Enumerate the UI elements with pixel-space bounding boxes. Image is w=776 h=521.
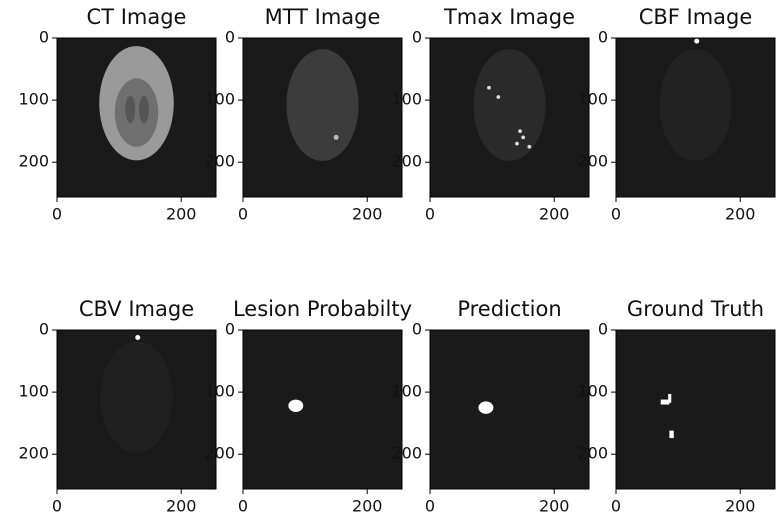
x-tick-label: 200 [352, 205, 383, 224]
y-tick-label: 200 [391, 152, 422, 171]
y-tick-label: 0 [39, 320, 49, 339]
spot [135, 335, 140, 340]
y-tick-label: 200 [204, 152, 235, 171]
x-tick-label: 200 [539, 205, 570, 224]
y-tick-label: 200 [18, 152, 49, 171]
y-tick-label: 0 [598, 320, 608, 339]
y-tick-label: 100 [204, 90, 235, 109]
y-tick-label: 100 [577, 90, 608, 109]
panel-title: Tmax Image [443, 5, 575, 29]
panel: MTT Image 0 100 200 0 200 [204, 5, 402, 224]
image-content [288, 400, 303, 412]
panel-title: CBF Image [639, 5, 753, 29]
panel: Ground Truth 0 100 200 0 200 [577, 297, 775, 516]
y-tick-label: 200 [577, 152, 608, 171]
y-tick-label: 0 [225, 28, 235, 47]
panel-title: CBV Image [79, 297, 194, 321]
panel-title: CT Image [87, 5, 187, 29]
ventricle [125, 96, 135, 123]
image [430, 330, 589, 489]
lesion [478, 401, 493, 413]
image-content [286, 49, 358, 161]
x-tick-label: 0 [238, 497, 248, 516]
y-tick-label: 200 [204, 444, 235, 463]
ventricle [139, 96, 149, 123]
panel-title: Ground Truth [627, 297, 764, 321]
panel-title: Lesion Probabilty [233, 297, 412, 321]
y-tick-label: 100 [577, 382, 608, 401]
panel: CBV Image 0 100 200 0 200 [18, 297, 216, 516]
x-tick-label: 0 [52, 497, 62, 516]
y-tick-label: 100 [18, 382, 49, 401]
x-tick-label: 0 [52, 205, 62, 224]
x-tick-label: 200 [166, 205, 197, 224]
y-tick-label: 100 [18, 90, 49, 109]
image [243, 330, 402, 489]
panel-title: MTT Image [265, 5, 381, 29]
y-tick-label: 0 [225, 320, 235, 339]
y-tick-label: 0 [412, 320, 422, 339]
image-content [99, 46, 174, 160]
spot [518, 129, 522, 133]
y-tick-label: 0 [412, 28, 422, 47]
y-tick-label: 0 [39, 28, 49, 47]
image [616, 330, 775, 489]
lesion [668, 394, 671, 403]
brain-inner [115, 78, 158, 146]
y-tick-label: 0 [598, 28, 608, 47]
brain [100, 341, 172, 453]
x-tick-label: 200 [539, 497, 570, 516]
y-tick-label: 100 [204, 382, 235, 401]
x-tick-label: 200 [725, 205, 756, 224]
y-tick-label: 100 [391, 382, 422, 401]
x-tick-label: 0 [425, 497, 435, 516]
spot [694, 39, 699, 44]
panel-title: Prediction [457, 297, 561, 321]
panel: CBF Image 0 100 200 0 200 [577, 5, 775, 224]
x-tick-label: 0 [425, 205, 435, 224]
spot [521, 136, 525, 140]
spot [487, 86, 491, 90]
lesion [661, 400, 670, 405]
brain [659, 49, 731, 161]
y-tick-label: 200 [18, 444, 49, 463]
y-tick-label: 200 [391, 444, 422, 463]
image-content [478, 401, 493, 413]
x-tick-label: 0 [238, 205, 248, 224]
x-tick-label: 0 [611, 205, 621, 224]
spot [515, 142, 519, 146]
image-content [473, 49, 545, 161]
brain [473, 49, 545, 161]
lesion [669, 431, 673, 438]
y-tick-label: 100 [391, 90, 422, 109]
spot [334, 135, 339, 140]
panel: CT Image 0 100 200 0 200 [18, 5, 216, 224]
x-tick-label: 200 [352, 497, 383, 516]
spot [496, 95, 500, 99]
brain [286, 49, 358, 161]
y-tick-label: 200 [577, 444, 608, 463]
lesion [288, 400, 303, 412]
figure: CT Image01002000200MTT Image01002000200T… [0, 0, 776, 521]
x-tick-label: 200 [166, 497, 197, 516]
x-tick-label: 0 [611, 497, 621, 516]
x-tick-label: 200 [725, 497, 756, 516]
panel: Tmax Image 0 100 200 0 200 [391, 5, 589, 224]
spot [528, 145, 532, 149]
panel: Prediction 0 100 200 0 200 [391, 297, 589, 516]
